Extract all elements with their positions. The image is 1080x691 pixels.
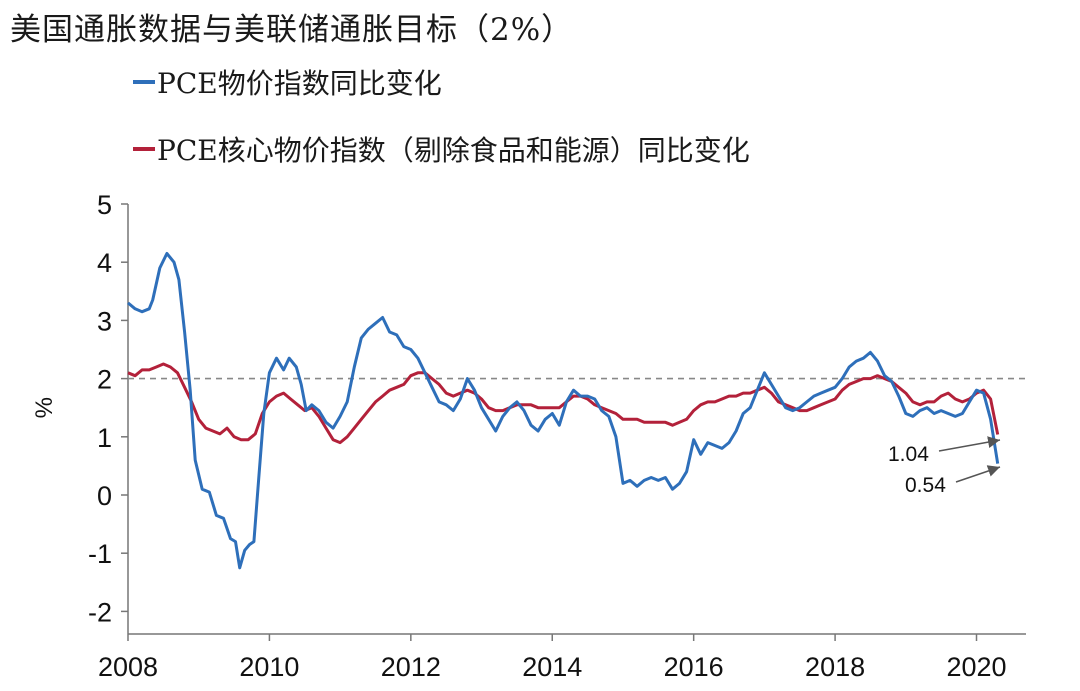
x-tick-label: 2020 — [946, 652, 1006, 682]
y-tick-label: 4 — [97, 248, 112, 278]
y-tick-label: 3 — [97, 306, 112, 336]
legend-swatch-core-pce — [133, 147, 155, 151]
x-tick-label: 2010 — [239, 652, 299, 682]
y-tick-label: 2 — [97, 365, 112, 395]
y-tick-label: -1 — [88, 539, 112, 569]
y-tick-label: -2 — [88, 597, 112, 627]
y-axis-label: % — [31, 397, 58, 418]
data-label: 0.54 — [905, 474, 946, 497]
x-tick-label: 2018 — [805, 652, 865, 682]
x-tick-label: 2012 — [381, 652, 441, 682]
core-pce-line — [127, 362, 1000, 445]
x-tick-label: 2016 — [664, 652, 724, 682]
legend-item-core-pce: PCE核心物价指数（剔除食品和能源）同比变化 — [133, 131, 750, 167]
x-tick-label: 2008 — [98, 652, 158, 682]
pce-line — [127, 252, 1000, 570]
x-tick-label: 2014 — [522, 652, 582, 682]
y-tick-label: 5 — [97, 190, 112, 220]
data-label: 1.04 — [888, 443, 929, 466]
y-tick-label: 0 — [97, 481, 112, 511]
legend-item-pce: PCE物价指数同比变化 — [133, 64, 442, 100]
legend-label-pce: PCE物价指数同比变化 — [157, 67, 442, 100]
annotation-arrow — [938, 436, 1001, 452]
y-tick-label: 1 — [97, 423, 112, 453]
legend-label-core-pce: PCE核心物价指数（剔除食品和能源）同比变化 — [157, 134, 750, 167]
legend-swatch-pce — [133, 80, 155, 84]
annotation-arrow — [955, 465, 1001, 483]
chart-title: 美国通胀数据与美联储通胀目标（2%） — [10, 12, 574, 48]
